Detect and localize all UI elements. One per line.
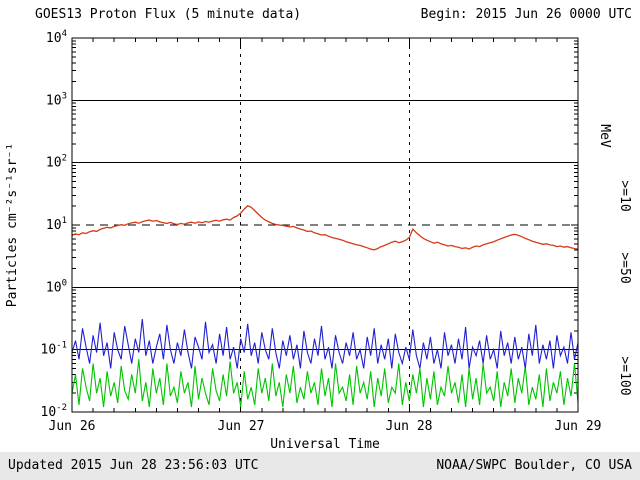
axis-ticks [72, 37, 578, 413]
series-line-ge50 [71, 318, 579, 369]
series-line-ge100 [71, 359, 579, 408]
footer-band [0, 452, 640, 480]
x-axis-title: Universal Time [270, 437, 380, 452]
legend-ge50-label: >=50 [617, 252, 632, 283]
x-tick-label-jun27: Jun 27 [218, 419, 265, 434]
y-tick-label: 102 [46, 154, 67, 171]
series-lines [71, 205, 579, 408]
plot-frame [71, 37, 579, 413]
y-tick-label: 101 [46, 216, 67, 233]
x-tick-label-jun29: Jun 29 [555, 419, 602, 434]
y-axis-tick-labels: 104 103 102 101 100 10-1 10-2 [41, 29, 68, 420]
right-axis-unit-label: MeV [597, 124, 612, 148]
x-tick-label-jun28: Jun 28 [386, 419, 433, 434]
y-axis-title: Particles cm⁻²s⁻¹sr⁻¹ [5, 143, 20, 307]
legend-ge100-label: >=100 [617, 356, 632, 395]
y-tick-label: 100 [46, 278, 67, 295]
updated-timestamp: Updated 2015 Jun 28 23:56:03 UTC [8, 458, 259, 473]
credit-label: NOAA/SWPC Boulder, CO USA [436, 458, 632, 473]
y-tick-label: 10-1 [41, 341, 68, 358]
x-tick-label-jun26: Jun 26 [49, 419, 96, 434]
chart-title: GOES13 Proton Flux (5 minute data) [35, 7, 302, 22]
y-tick-label: 103 [46, 91, 67, 108]
y-tick-label: 10-2 [41, 403, 68, 420]
legend-ge10-label: >=10 [617, 180, 632, 211]
begin-time-label: Begin: 2015 Jun 26 0000 UTC [420, 7, 632, 22]
y-tick-label: 104 [46, 29, 67, 46]
series-line-ge10 [71, 205, 579, 251]
